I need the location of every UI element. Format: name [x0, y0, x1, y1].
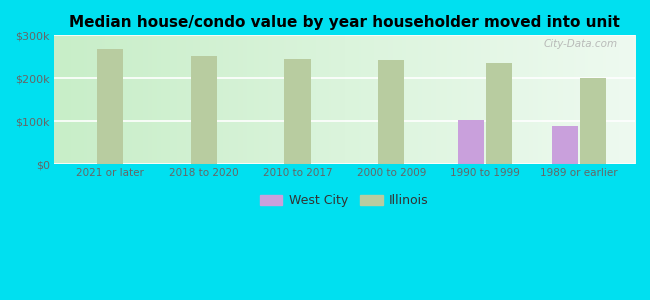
Text: City-Data.com: City-Data.com [543, 39, 618, 49]
Legend: West City, Illinois: West City, Illinois [255, 189, 434, 212]
Bar [458, 120, 484, 164]
Bar [285, 58, 311, 164]
Bar [190, 56, 217, 164]
Bar [486, 63, 512, 164]
Bar [580, 78, 606, 164]
Bar [97, 49, 123, 164]
Bar [552, 126, 578, 164]
Title: Median house/condo value by year householder moved into unit: Median house/condo value by year househo… [69, 15, 620, 30]
Bar [378, 60, 404, 164]
